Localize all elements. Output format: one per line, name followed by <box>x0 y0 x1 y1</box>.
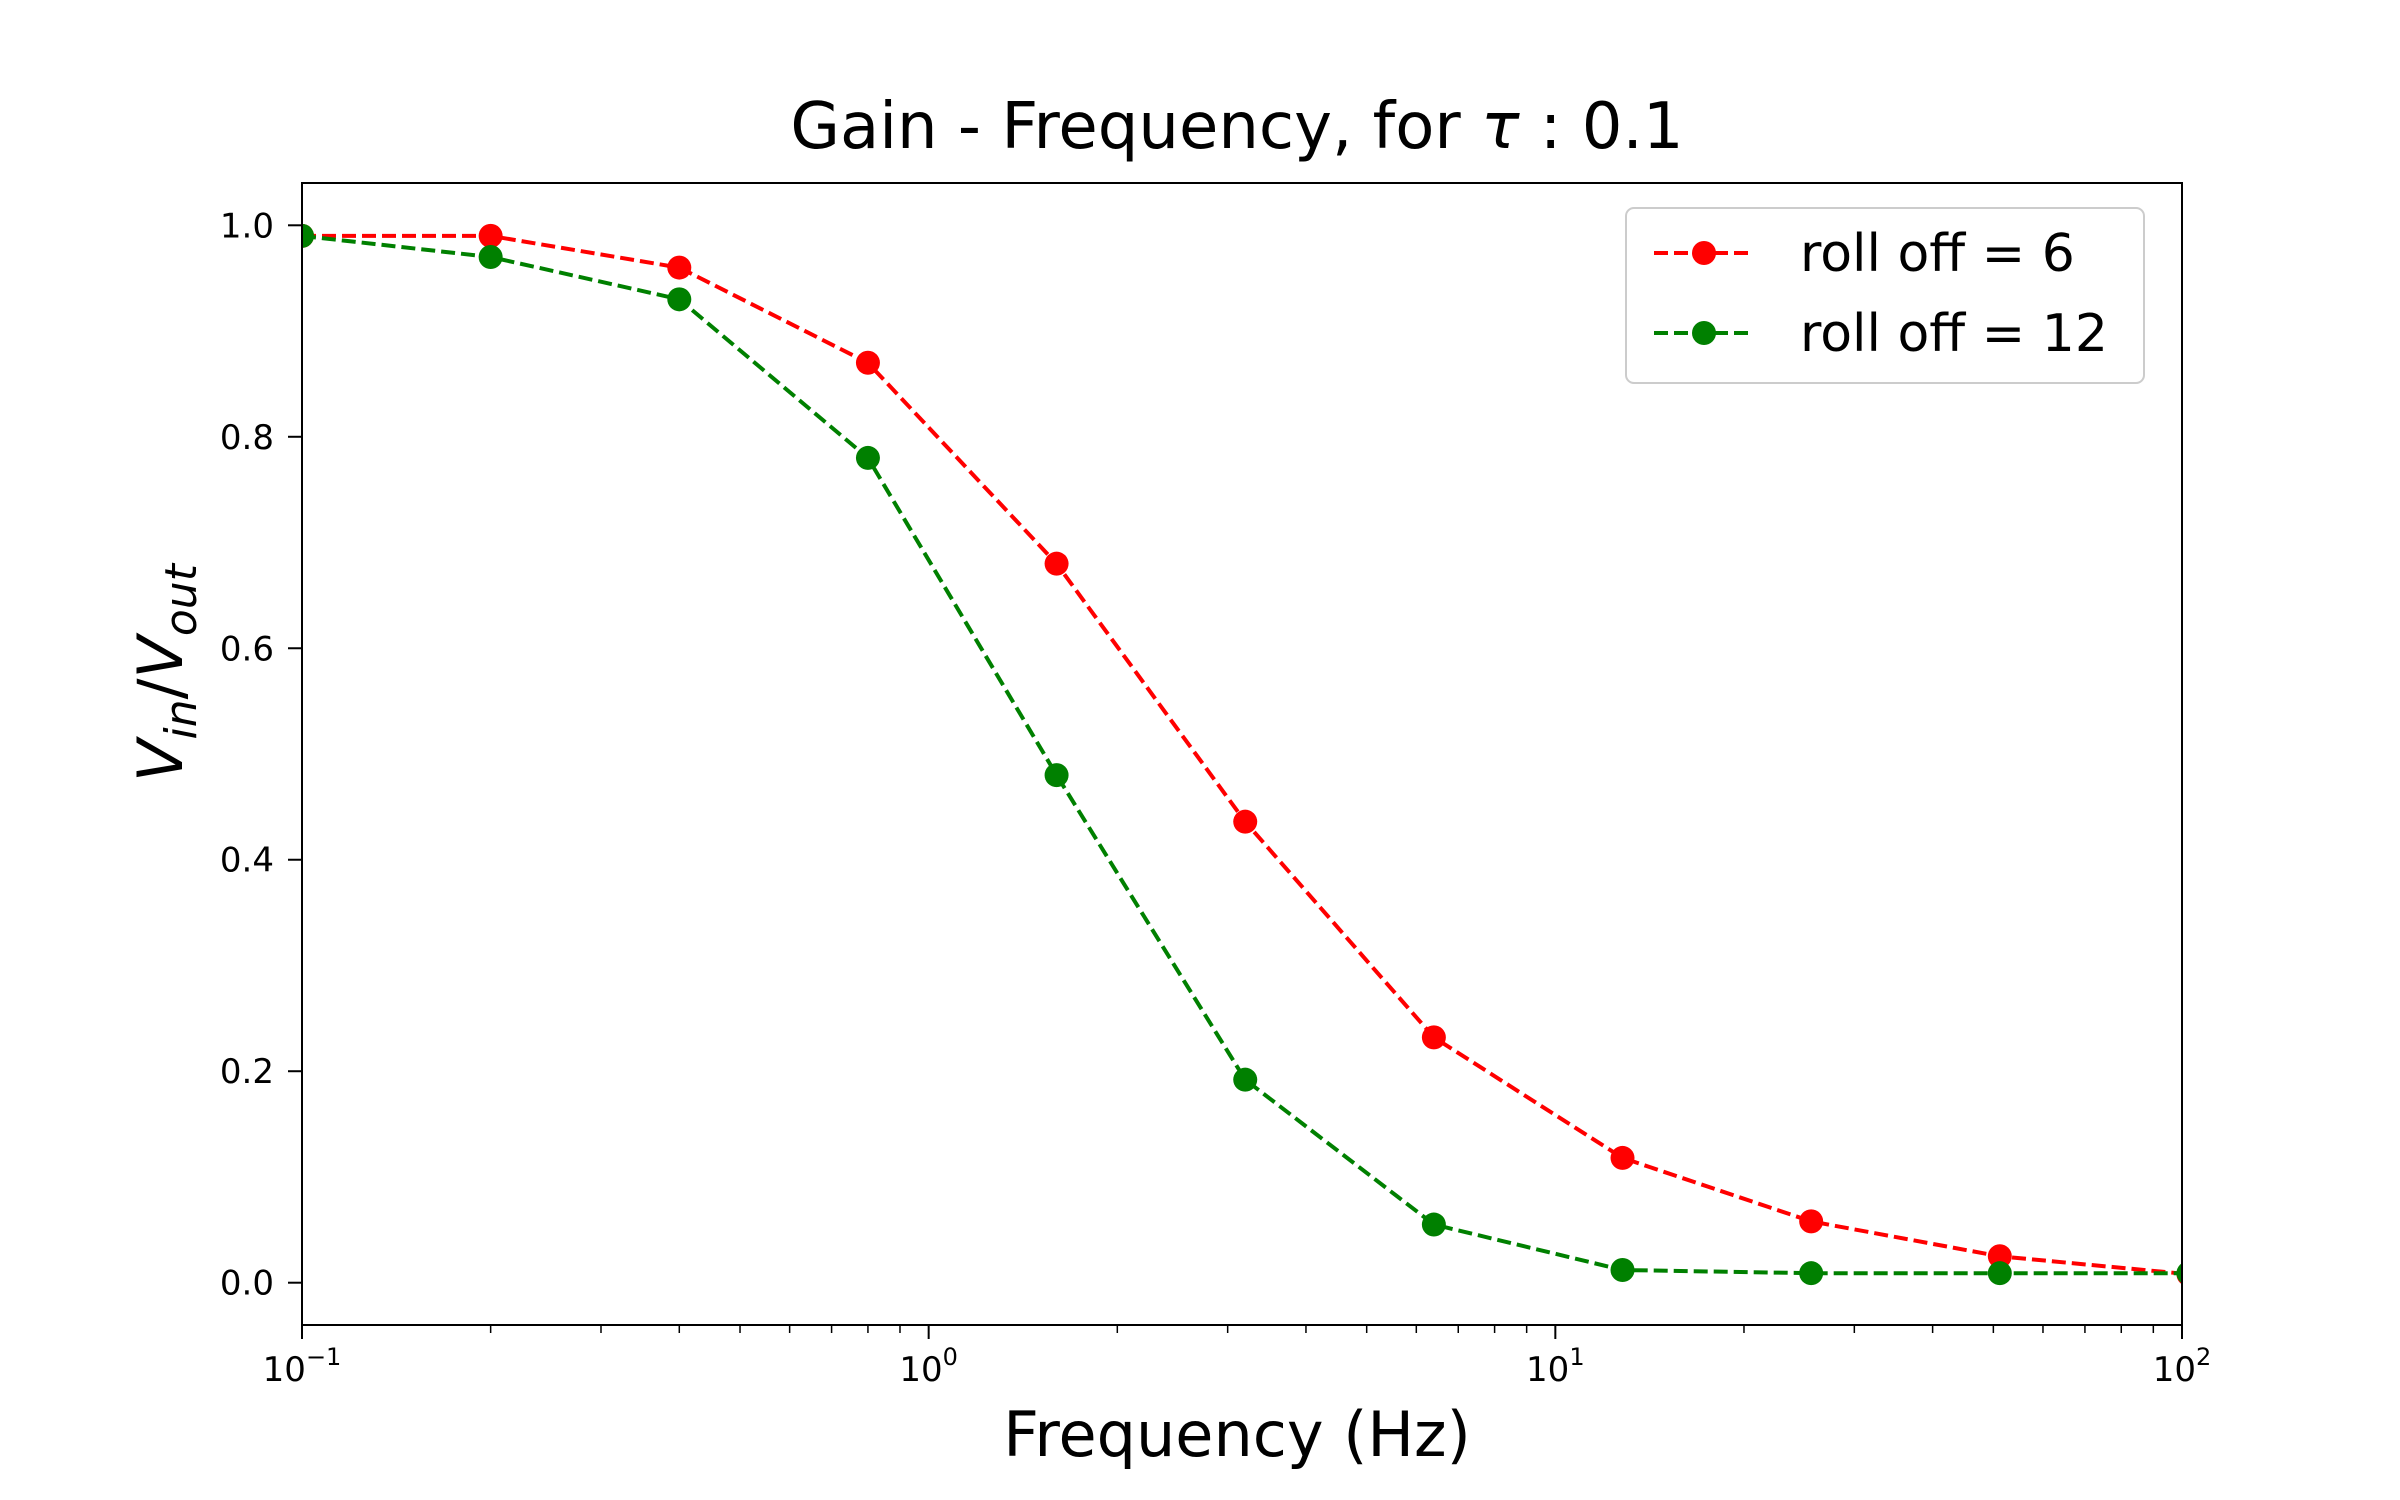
series-2-point <box>667 287 692 312</box>
legend-marker-1 <box>1692 241 1716 265</box>
title-suffix: : 0.1 <box>1520 90 1684 164</box>
axes-frame <box>301 182 2183 1326</box>
series-1-point <box>478 223 503 248</box>
series-2-point <box>1799 1261 1824 1286</box>
series-1-point <box>1421 1025 1446 1050</box>
y-tick-label: 0.0 <box>220 1264 274 1304</box>
series-2-point <box>2176 1263 2182 1284</box>
series-2-point <box>302 223 314 248</box>
series-layer <box>302 223 2182 1286</box>
series-2-point <box>1421 1212 1446 1237</box>
x-tick-label: 100 <box>899 1343 958 1390</box>
x-tick-exponent: 1 <box>1569 1343 1584 1371</box>
series-1-point <box>667 255 692 280</box>
title-tau-symbol: τ <box>1481 90 1520 164</box>
series-2-point <box>1233 1067 1258 1092</box>
series-1-point <box>1987 1244 2012 1269</box>
legend-marker-2 <box>1692 321 1716 345</box>
x-tick-label: 101 <box>1526 1343 1585 1390</box>
series-2-point <box>855 445 880 470</box>
y-axis-label: Vin/Vout <box>124 562 207 782</box>
y-label-v1: V <box>124 735 197 782</box>
chart-title: Gain - Frequency, for τ : 0.1 <box>790 90 1683 164</box>
series-1-point <box>1799 1209 1824 1234</box>
x-tick-base: 10 <box>263 1350 306 1390</box>
x-axis: 10−1 100 101 102 <box>263 1325 2212 1390</box>
y-tick-label: 0.6 <box>220 629 274 669</box>
legend: roll off = 6 roll off = 12 <box>1625 207 2145 384</box>
legend-entries: roll off = 6 roll off = 12 <box>1654 224 2108 364</box>
y-label-sub2: out <box>156 562 207 636</box>
series-1-point <box>1610 1145 1635 1170</box>
x-tick-label: 10−1 <box>263 1343 342 1390</box>
series-2-point <box>1044 763 1069 788</box>
y-tick-label: 0.4 <box>220 841 274 881</box>
legend-label-1: roll off = 6 <box>1800 224 2075 284</box>
series-1-point <box>1233 809 1258 834</box>
x-tick-exponent: 2 <box>2196 1343 2211 1371</box>
legend-label-2: roll off = 12 <box>1800 304 2108 364</box>
x-axis-label: Frequency (Hz) <box>1003 1398 1471 1471</box>
y-label-v2: V <box>124 632 197 679</box>
series-1-point <box>1044 551 1069 576</box>
y-tick-label: 1.0 <box>220 206 274 246</box>
plot-area <box>301 182 2183 1326</box>
x-tick-base: 10 <box>1526 1350 1569 1390</box>
title-prefix: Gain - Frequency, for <box>790 90 1481 164</box>
y-axis: 0.0 0.2 0.4 0.6 0.8 1.0 <box>220 206 302 1304</box>
series-line-2 <box>302 233 2182 1276</box>
x-tick-base: 10 <box>2153 1350 2196 1390</box>
series-1-point <box>855 350 880 375</box>
x-tick-label: 102 <box>2153 1343 2212 1390</box>
y-tick-label: 0.8 <box>220 418 274 458</box>
x-tick-exponent: −1 <box>306 1343 341 1371</box>
y-tick-label: 0.2 <box>220 1052 274 1092</box>
y-label-slash: / <box>124 678 197 699</box>
x-tick-exponent: 0 <box>943 1343 958 1371</box>
series-2-point <box>1987 1261 2012 1286</box>
series-2-point <box>478 245 503 270</box>
y-label-sub1: in <box>156 699 207 739</box>
legend-box <box>1625 207 2145 384</box>
x-tick-base: 10 <box>899 1350 942 1390</box>
series-2-point <box>1610 1258 1635 1283</box>
